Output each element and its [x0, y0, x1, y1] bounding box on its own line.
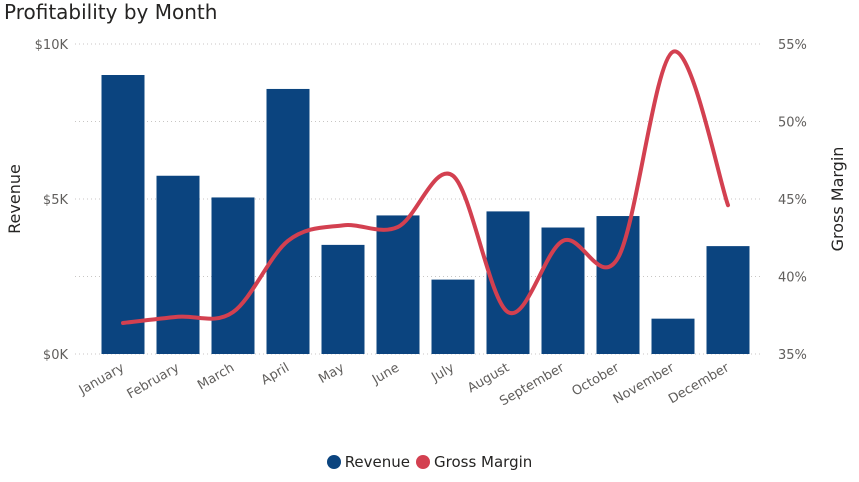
x-tick-november: November	[611, 360, 678, 407]
x-tick-may: May	[316, 360, 347, 387]
x-tick-june: June	[369, 360, 402, 388]
x-tick-february: February	[125, 360, 183, 402]
bar-april[interactable]	[266, 88, 310, 354]
y-tick-2: $10K	[35, 38, 69, 53]
bar-may[interactable]	[321, 244, 365, 354]
y2-tick-3: 50%	[778, 116, 807, 131]
legend-gross-margin-marker	[416, 455, 431, 469]
bar-february[interactable]	[156, 175, 200, 354]
x-tick-january: January	[76, 360, 127, 398]
bar-march[interactable]	[211, 197, 255, 354]
legend-item-gross-margin[interactable]: Gross Margin	[416, 453, 532, 471]
bar-october[interactable]	[596, 216, 640, 354]
legend-item-revenue[interactable]: Revenue	[326, 453, 411, 471]
y2-tick-4: 55%	[778, 38, 807, 53]
y2-axis-ticks: 35% 40% 45% 50% 55%	[778, 38, 807, 363]
y2-tick-1: 40%	[778, 271, 807, 286]
y2-tick-0: 35%	[778, 348, 807, 363]
bar-november[interactable]	[651, 318, 695, 354]
gross-margin-line	[121, 49, 730, 325]
y-axis-ticks: $0K $5K $10K	[35, 38, 69, 363]
x-tick-december: December	[666, 360, 732, 407]
bar-july[interactable]	[431, 279, 475, 354]
y2-tick-2: 45%	[778, 193, 807, 208]
legend-gross-margin-label: Gross Margin	[434, 453, 533, 471]
x-tick-july: July	[428, 360, 457, 385]
bar-september[interactable]	[541, 227, 585, 354]
bar-december[interactable]	[706, 246, 750, 354]
bar-june[interactable]	[376, 215, 420, 354]
y2-axis-title: Gross Margin	[828, 147, 847, 252]
legend: Revenue Gross Margin	[0, 453, 859, 471]
chart-title: Profitability by Month	[4, 0, 218, 24]
legend-revenue-marker	[326, 455, 341, 469]
legend-revenue-label: Revenue	[344, 453, 411, 471]
y-tick-1: $5K	[43, 193, 69, 208]
bar-january[interactable]	[101, 75, 145, 354]
y-axis-title: Revenue	[5, 164, 24, 234]
x-tick-march: March	[195, 360, 237, 393]
x-tick-april: April	[259, 360, 292, 388]
y-tick-0: $0K	[43, 348, 69, 363]
